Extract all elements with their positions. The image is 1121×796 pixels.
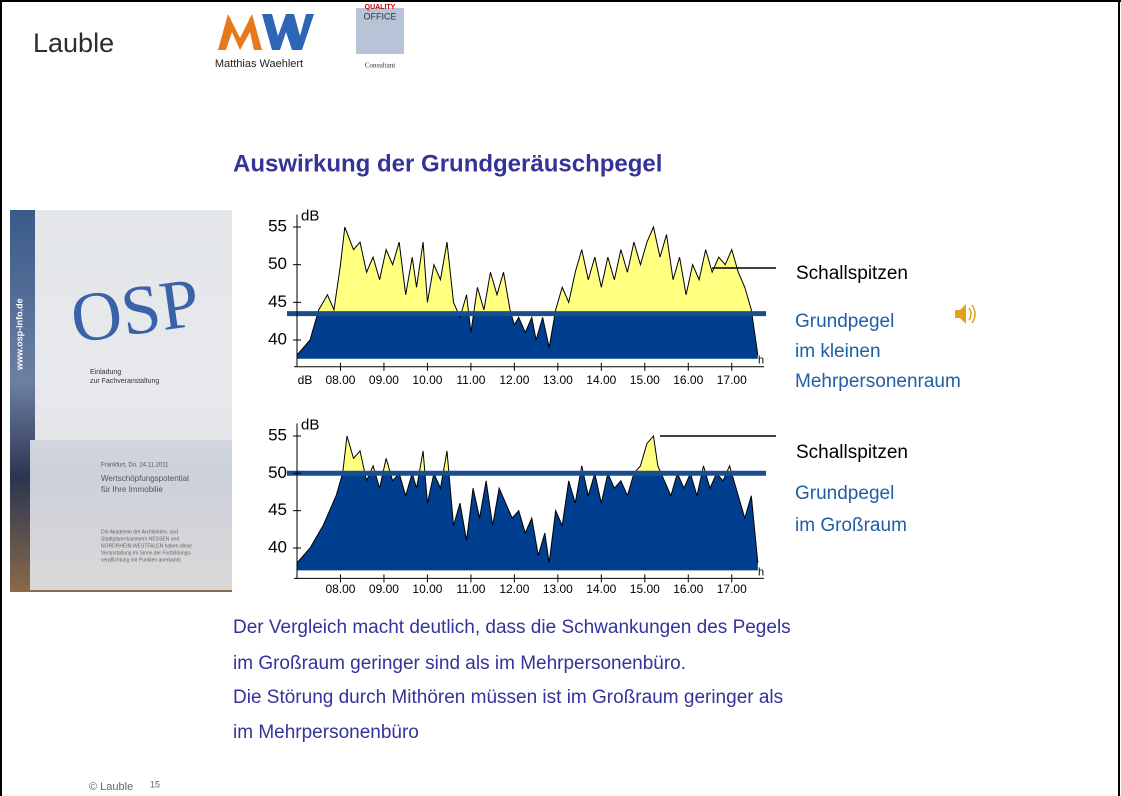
x-tick-label: 17.00 bbox=[717, 582, 747, 596]
x-tick-label: 16.00 bbox=[673, 373, 703, 387]
baseline-label: Mehrpersonenraum bbox=[795, 371, 961, 392]
slide-title: Auswirkung der Grundgeräuschpegel bbox=[233, 150, 662, 177]
brochure-topic: für Ihre Immobilie bbox=[101, 485, 163, 494]
x-tick-label: 12.00 bbox=[499, 582, 529, 596]
brochure-fine: Stadtplanerkammern HESSEN und bbox=[101, 536, 179, 542]
x-tick-label: 16.00 bbox=[673, 582, 703, 596]
brochure-invite: Einladung bbox=[90, 369, 121, 376]
brochure-fine: Die Akademie der Architekten- und bbox=[101, 529, 178, 535]
x-tick-label: 11.00 bbox=[456, 582, 485, 596]
brochure-invite: zur Fachveranstaltung bbox=[90, 378, 159, 385]
brochure-topic: Wertschöpfungspotential bbox=[101, 474, 189, 483]
brochure-url: www.osp-info.de bbox=[14, 298, 24, 371]
x-tick-label: 09.00 bbox=[369, 582, 399, 596]
x-tick-label: 15.00 bbox=[630, 373, 660, 387]
footer-copyright: © Lauble bbox=[89, 781, 133, 793]
body-text: im Mehrpersonenbüro bbox=[233, 722, 419, 743]
baseline-label: im kleinen bbox=[795, 341, 881, 362]
baseline-label: im Großraum bbox=[795, 515, 907, 536]
body-text: Der Vergleich macht deutlich, dass die S… bbox=[233, 617, 791, 638]
slide: Lauble Matthias Waehlert QUALITY OFFICE … bbox=[0, 0, 1121, 796]
baseline-label: Grundpegel bbox=[795, 311, 894, 332]
badge-mid: OFFICE bbox=[364, 11, 397, 21]
logo-w bbox=[262, 14, 314, 50]
x-axis-label: h bbox=[758, 355, 764, 367]
brochure-date: Frankfurt, Do. 24.11.2011 bbox=[101, 463, 169, 469]
base-area bbox=[297, 436, 758, 570]
x-tick-label: 08.00 bbox=[325, 373, 355, 387]
brochure-fine: Veranstaltung im Sinne der Fortbildungs- bbox=[101, 550, 192, 556]
x-tick-label: 14.00 bbox=[586, 582, 616, 596]
peak-label: Schallspitzen bbox=[796, 263, 908, 284]
x-tick-label: 10.00 bbox=[412, 582, 442, 596]
x-axis-label: h bbox=[758, 566, 764, 578]
badge-top: QUALITY bbox=[365, 4, 396, 11]
peak-label: Schallspitzen bbox=[796, 442, 908, 463]
x-tick-label: 17.00 bbox=[717, 373, 747, 387]
x-tick-label: 10.00 bbox=[412, 373, 442, 387]
body-text: im Großraum geringer sind als im Mehrper… bbox=[233, 653, 686, 674]
y-tick-label: 45 bbox=[268, 292, 287, 311]
x-tick-label: 13.00 bbox=[543, 373, 573, 387]
y-tick-label: 40 bbox=[268, 329, 287, 348]
x-tick-label: 14.00 bbox=[586, 373, 616, 387]
brochure-fine: verpflichtung mit Punkten anerkannt bbox=[101, 557, 181, 563]
brand: Lauble bbox=[33, 28, 114, 58]
baseline-label: Grundpegel bbox=[795, 483, 894, 504]
y-tick-label: 55 bbox=[268, 217, 287, 236]
x-tick-label: 09.00 bbox=[369, 373, 399, 387]
x-tick-label: 08.00 bbox=[325, 582, 355, 596]
origin-label: dB bbox=[298, 373, 313, 387]
logo-m bbox=[218, 14, 262, 50]
y-tick-label: 40 bbox=[268, 537, 287, 556]
badge-bottom: Consultant bbox=[365, 62, 395, 70]
speaker-icon[interactable] bbox=[955, 304, 975, 324]
brochure-fine: NORDRHEIN-WESTFALEN haben diese bbox=[101, 543, 192, 549]
x-tick-label: 15.00 bbox=[630, 582, 660, 596]
footer-page: 15 bbox=[150, 779, 160, 789]
body-text: Die Störung durch Mithören müssen ist im… bbox=[233, 687, 783, 708]
y-tick-label: 45 bbox=[268, 500, 287, 519]
x-tick-label: 13.00 bbox=[543, 582, 573, 596]
y-tick-label: 50 bbox=[268, 254, 287, 273]
y-tick-label: 55 bbox=[268, 425, 287, 444]
x-tick-label: 12.00 bbox=[499, 373, 529, 387]
y-axis-label: dB bbox=[301, 207, 319, 224]
x-tick-label: 11.00 bbox=[456, 373, 485, 387]
y-axis-label: dB bbox=[301, 416, 319, 433]
logo-name: Matthias Waehlert bbox=[215, 58, 303, 70]
y-tick-label: 50 bbox=[268, 463, 287, 482]
